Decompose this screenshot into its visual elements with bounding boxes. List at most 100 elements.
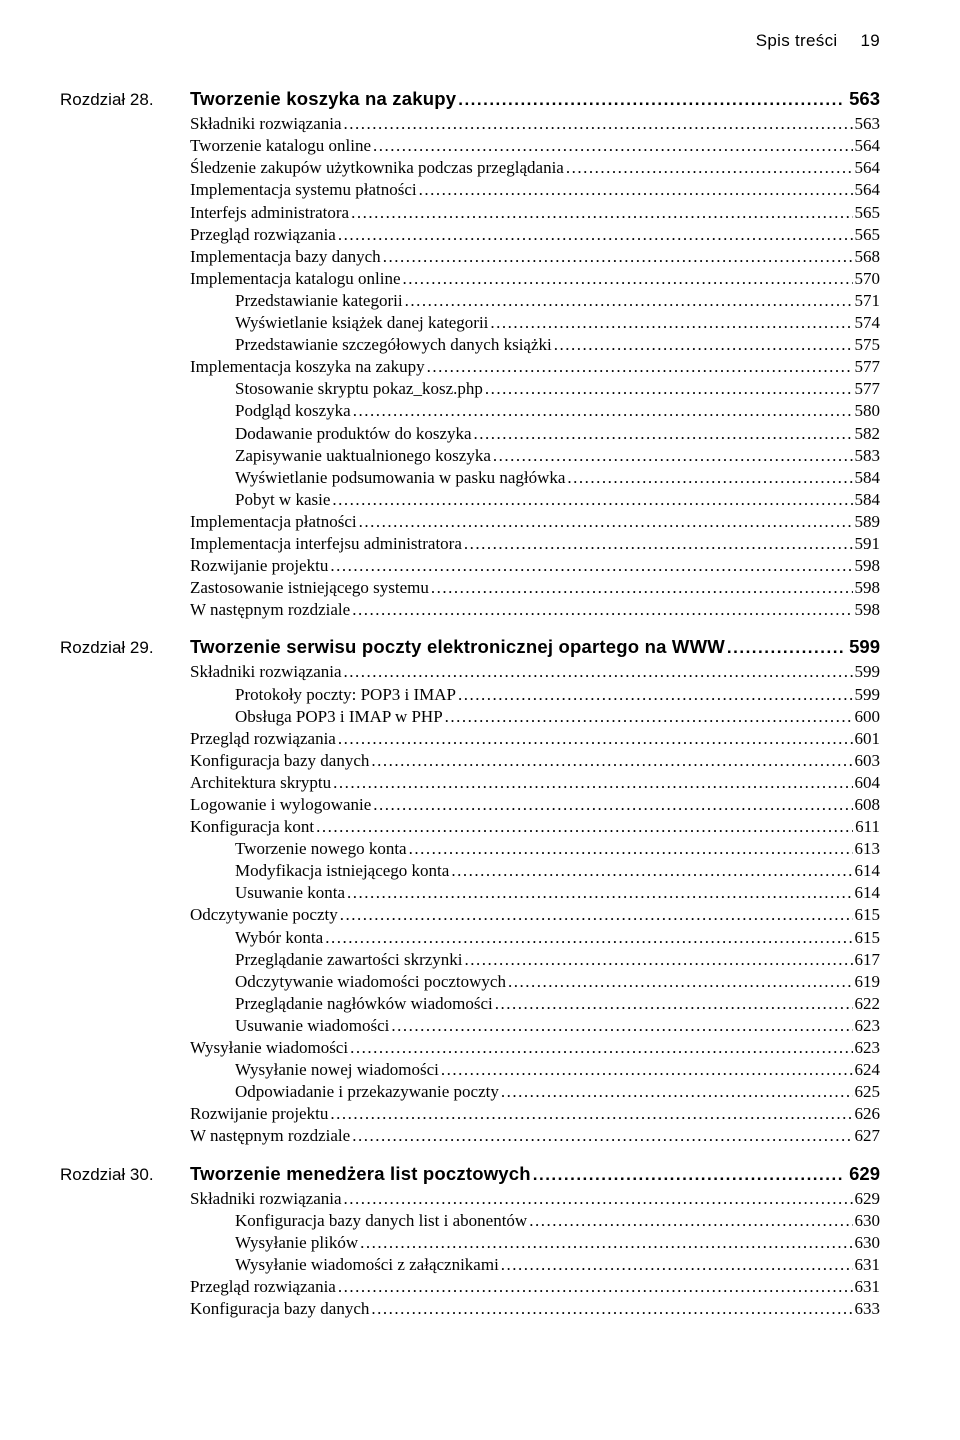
toc-entry-text: Usuwanie konta [235, 882, 345, 904]
toc-entry-text: Usuwanie wiadomości [235, 1015, 389, 1037]
toc-entry-page: 591 [855, 533, 881, 555]
toc-line: Stosowanie skryptu pokaz_kosz.php.......… [235, 378, 880, 400]
dot-leaders: ........................................… [465, 949, 853, 971]
dot-leaders: ........................................… [419, 179, 853, 201]
dot-leaders: ........................................… [464, 533, 853, 555]
dot-leaders: ........................................… [533, 1164, 843, 1186]
toc-entry-page: 600 [855, 706, 881, 728]
table-of-contents: Rozdział 28.Tworzenie koszyka na zakupy.… [60, 87, 880, 1320]
dot-leaders: ........................................… [567, 467, 852, 489]
dot-leaders: ........................................… [373, 135, 852, 157]
toc-entry-text: Przedstawianie szczegółowych danych ksią… [235, 334, 552, 356]
chapter-page: 563 [845, 87, 880, 111]
toc-line: Implementacja systemu płatności.........… [190, 179, 880, 201]
toc-line: Implementacja koszyka na zakupy.........… [190, 356, 880, 378]
toc-entry-text: Pobyt w kasie [235, 489, 330, 511]
chapter-title: Tworzenie serwisu poczty elektronicznej … [190, 635, 725, 659]
dot-leaders: ........................................… [333, 772, 852, 794]
dot-leaders: ........................................… [566, 157, 853, 179]
toc-line: Przegląd rozwiązania....................… [190, 1276, 880, 1298]
toc-line: Konfiguracja bazy danych list i abonentó… [235, 1210, 880, 1232]
dot-leaders: ........................................… [316, 816, 853, 838]
toc-entry-page: 563 [855, 113, 881, 135]
dot-leaders: ........................................… [493, 445, 853, 467]
toc-entry-text: Implementacja systemu płatności [190, 179, 417, 201]
toc-entry-page: 625 [855, 1081, 881, 1103]
toc-entry-page: 580 [855, 400, 881, 422]
dot-leaders: ........................................… [340, 904, 853, 926]
dot-leaders: ........................................… [373, 794, 852, 816]
toc-line: Pobyt w kasie...........................… [235, 489, 880, 511]
chapter-row: Rozdział 30.Tworzenie menedżera list poc… [60, 1162, 880, 1186]
dot-leaders: ........................................… [508, 971, 853, 993]
toc-entry-text: Implementacja interfejsu administratora [190, 533, 462, 555]
toc-entry-text: Wysyłanie plików [235, 1232, 358, 1254]
chapter-title: Tworzenie koszyka na zakupy [190, 87, 456, 111]
toc-line: Architektura skryptu....................… [190, 772, 880, 794]
toc-entry-page: 613 [855, 838, 881, 860]
toc-line: Dodawanie produktów do koszyka..........… [235, 423, 880, 445]
toc-entry-page: 577 [855, 378, 881, 400]
toc-entry-text: Implementacja płatności [190, 511, 357, 533]
dot-leaders: ........................................… [353, 400, 853, 422]
toc-entry-text: Przegląd rozwiązania [190, 224, 336, 246]
toc-entry-page: 630 [855, 1210, 881, 1232]
toc-entry-text: Konfiguracja bazy danych [190, 1298, 369, 1320]
dot-leaders: ........................................… [350, 1037, 852, 1059]
toc-line: Zastosowanie istniejącego systemu.......… [190, 577, 880, 599]
toc-entry-page: 615 [855, 927, 881, 949]
toc-entry-page: 599 [855, 684, 881, 706]
toc-entry-page: 564 [855, 157, 881, 179]
toc-entry-page: 583 [855, 445, 881, 467]
toc-entry-page: 604 [855, 772, 881, 794]
toc-line: Podgląd koszyka.........................… [235, 400, 880, 422]
dot-leaders: ........................................… [383, 246, 853, 268]
dot-leaders: ........................................… [332, 489, 852, 511]
toc-entry-page: 577 [855, 356, 881, 378]
toc-line: Modyfikacja istniejącego konta..........… [235, 860, 880, 882]
toc-line: Rozwijanie projektu.....................… [190, 1103, 880, 1125]
toc-line: W następnym rozdziale...................… [190, 599, 880, 621]
toc-line: Wysyłanie wiadomości z załącznikami.....… [235, 1254, 880, 1276]
chapter-label: Rozdział 30. [60, 1164, 190, 1186]
toc-line: Zapisywanie uaktualnionego koszyka......… [235, 445, 880, 467]
dot-leaders: ........................................… [360, 1232, 852, 1254]
toc-line: Wybór konta.............................… [235, 927, 880, 949]
toc-entry-text: Przegląd rozwiązania [190, 728, 336, 750]
dot-leaders: ........................................… [445, 706, 853, 728]
dot-leaders: ........................................… [330, 555, 852, 577]
toc-entry-text: Konfiguracja bazy danych list i abonentó… [235, 1210, 527, 1232]
chapter-row: Rozdział 29.Tworzenie serwisu poczty ele… [60, 635, 880, 659]
toc-line: Przeglądanie zawartości skrzynki........… [235, 949, 880, 971]
dot-leaders: ........................................… [330, 1103, 852, 1125]
toc-line: Odczytywanie wiadomości pocztowych......… [235, 971, 880, 993]
toc-line: Przedstawianie szczegółowych danych ksią… [235, 334, 880, 356]
chapter-label: Rozdział 28. [60, 89, 190, 111]
toc-line: W następnym rozdziale...................… [190, 1125, 880, 1147]
toc-line: Logowanie i wylogowanie.................… [190, 794, 880, 816]
toc-entry-text: Konfiguracja bazy danych [190, 750, 369, 772]
toc-line: Konfiguracja kont.......................… [190, 816, 880, 838]
toc-line: Tworzenie katalogu online...............… [190, 135, 880, 157]
toc-entry-page: 584 [855, 467, 881, 489]
toc-line: Implementacja interfejsu administratora.… [190, 533, 880, 555]
dot-leaders: ........................................… [458, 89, 843, 111]
toc-entry-page: 565 [855, 224, 881, 246]
toc-entry-page: 631 [855, 1276, 881, 1298]
toc-entry-text: Architektura skryptu [190, 772, 331, 794]
toc-entry-page: 598 [855, 555, 881, 577]
toc-entry-text: Implementacja katalogu online [190, 268, 401, 290]
dot-leaders: ........................................… [325, 927, 852, 949]
toc-entry-page: 571 [855, 290, 881, 312]
chapter-title-wrap: Tworzenie serwisu poczty elektronicznej … [190, 635, 880, 659]
dot-leaders: ........................................… [359, 511, 853, 533]
toc-entry-page: 629 [855, 1188, 881, 1210]
toc-entry-page: 598 [855, 599, 881, 621]
toc-entry-page: 626 [855, 1103, 881, 1125]
toc-entry-page: 611 [855, 816, 880, 838]
toc-entry-text: Zastosowanie istniejącego systemu [190, 577, 429, 599]
toc-entry-page: 631 [855, 1254, 881, 1276]
toc-entry-text: Wysyłanie wiadomości z załącznikami [235, 1254, 499, 1276]
header-label: Spis treści [756, 31, 838, 50]
toc-entry-page: 570 [855, 268, 881, 290]
